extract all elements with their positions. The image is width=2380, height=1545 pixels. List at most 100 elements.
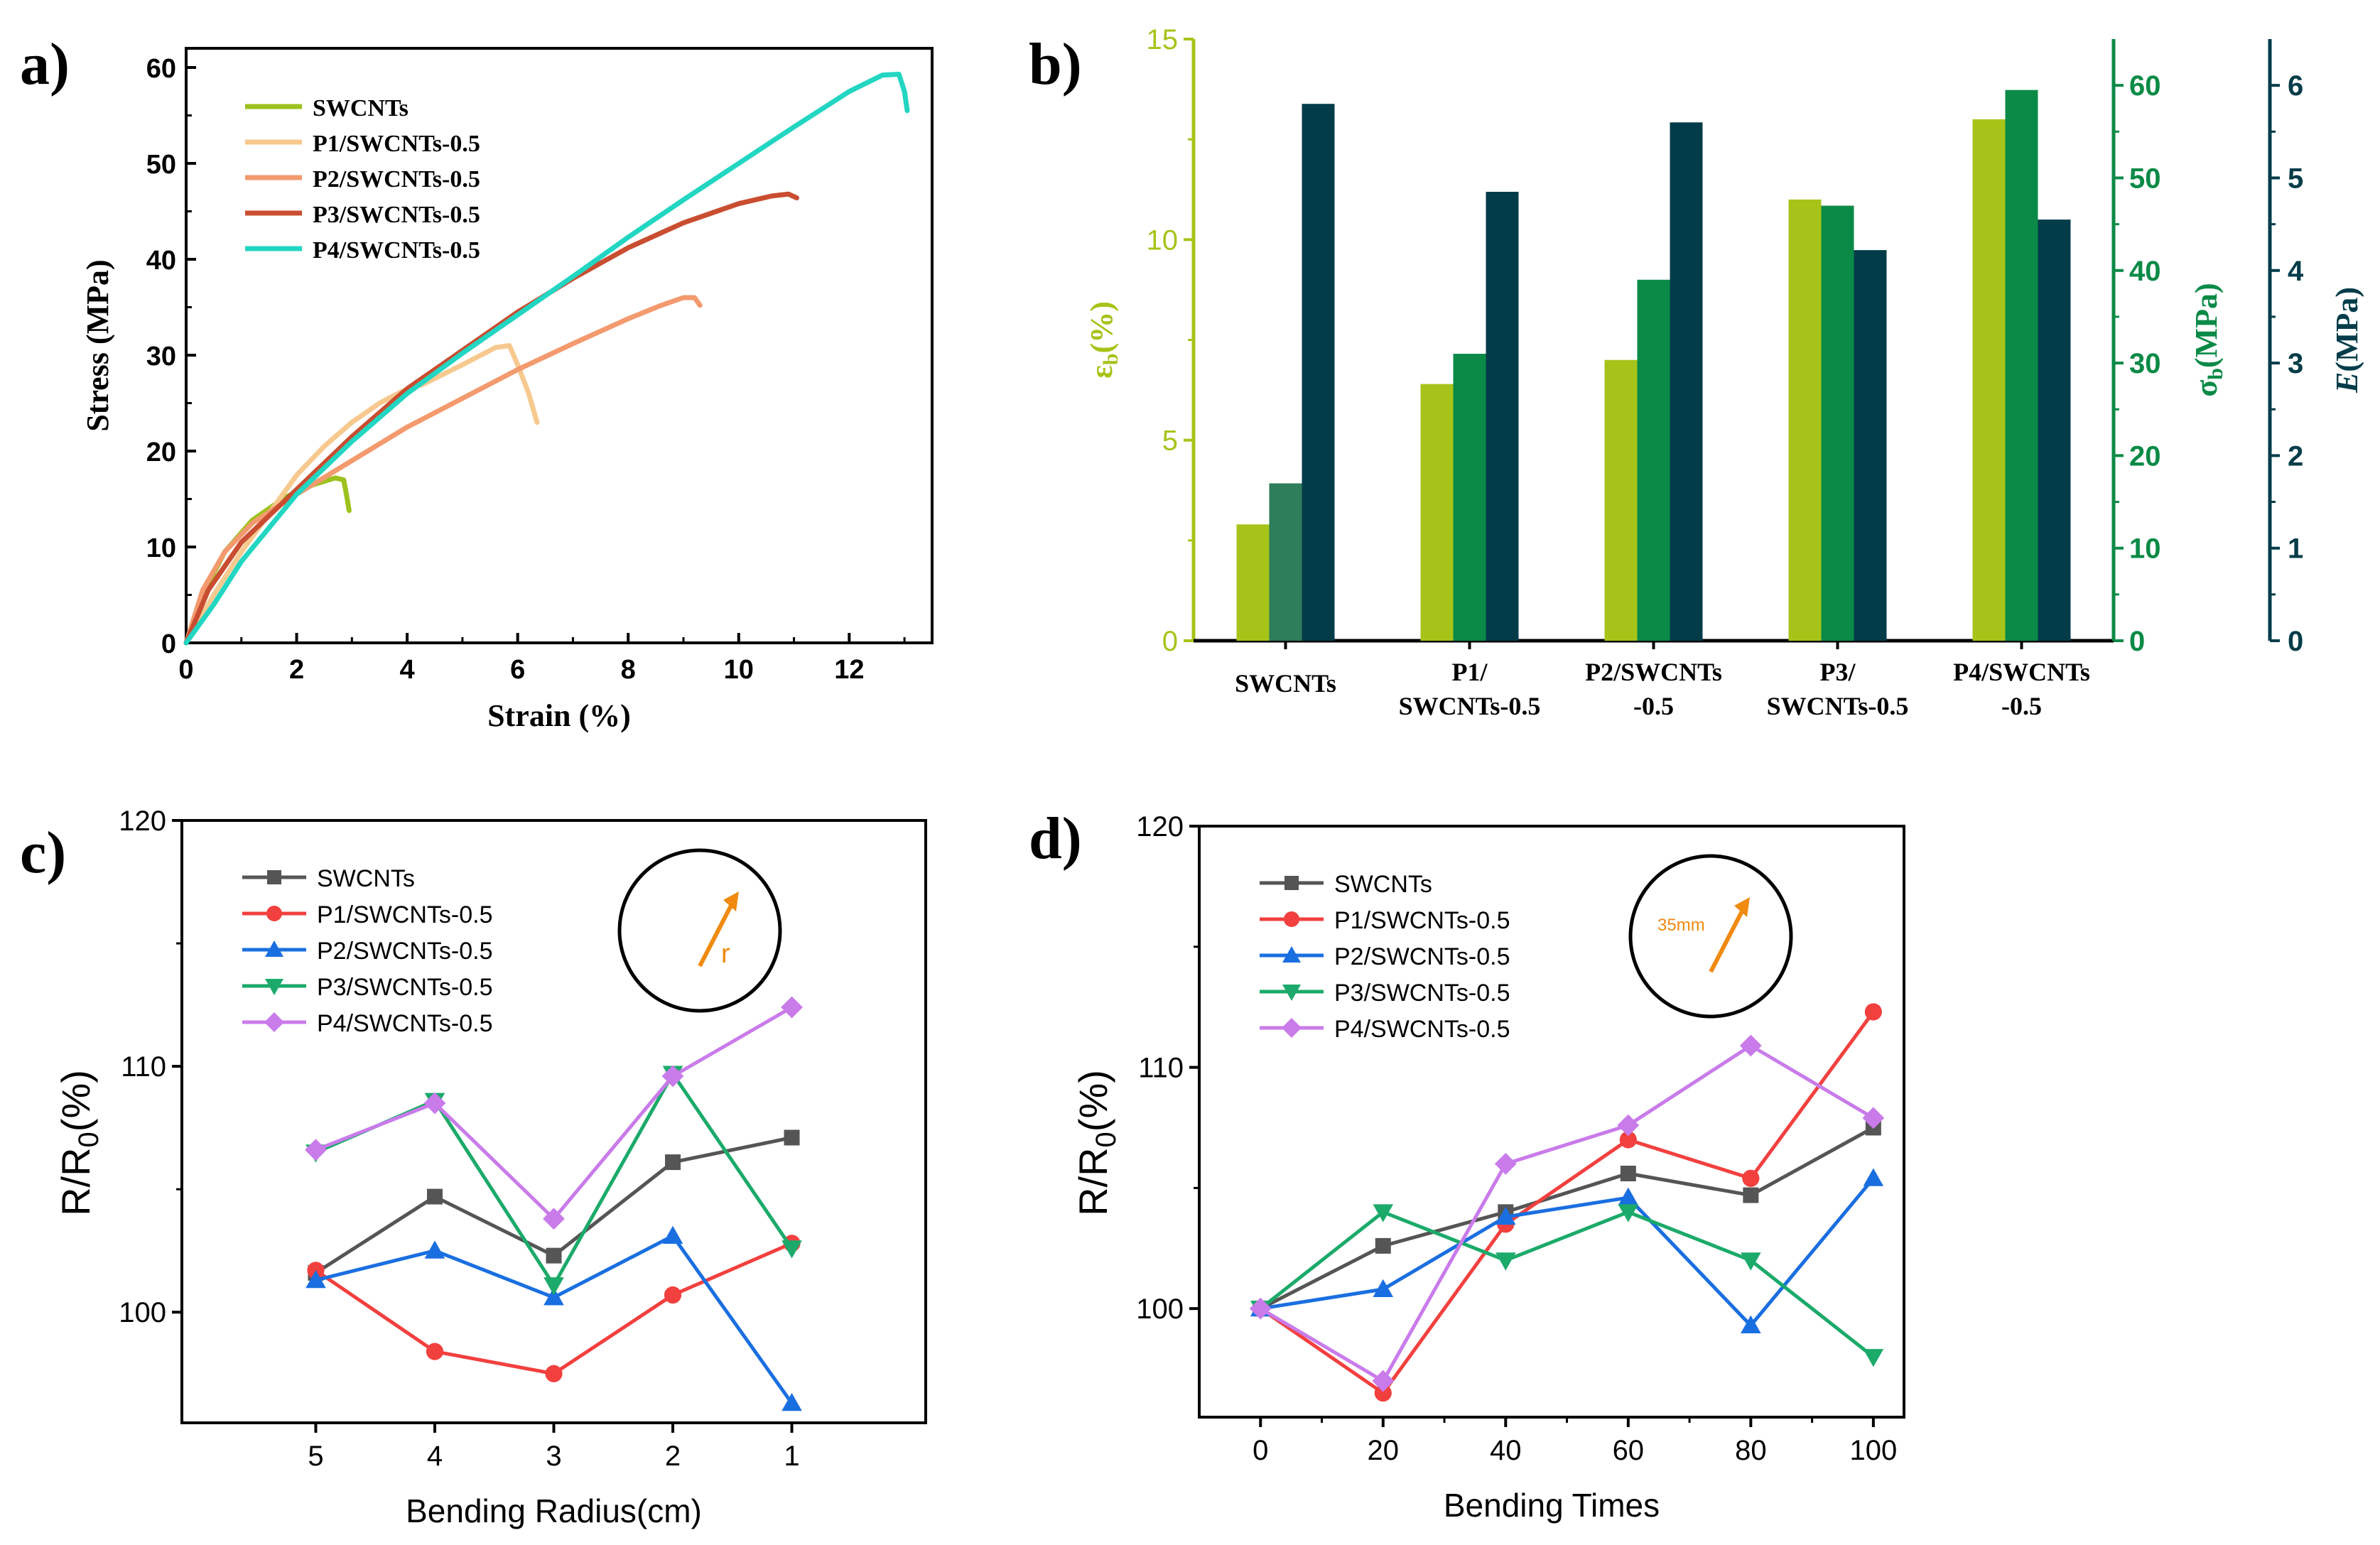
inset-arrowhead bbox=[723, 891, 739, 911]
data-point bbox=[1862, 1107, 1885, 1129]
data-point bbox=[1741, 1315, 1761, 1333]
data-point bbox=[1373, 1204, 1394, 1223]
category-label: P3/ bbox=[1820, 658, 1856, 686]
y-axis-label: R/R0(%) bbox=[1071, 1070, 1122, 1216]
data-point bbox=[543, 1287, 564, 1306]
data-point bbox=[1495, 1252, 1516, 1271]
y-tick-label: 120 bbox=[119, 806, 166, 837]
outer-tick-label: 0 bbox=[2288, 626, 2303, 657]
y-tick-label: 50 bbox=[146, 150, 176, 180]
x-tick-label: 2 bbox=[289, 655, 304, 685]
data-point bbox=[305, 1139, 327, 1161]
bar-strength bbox=[1637, 279, 1670, 641]
right-tick-label: 20 bbox=[2129, 440, 2161, 472]
legend-entry: SWCNTs bbox=[317, 865, 415, 892]
data-point bbox=[545, 1365, 563, 1382]
series-line bbox=[1260, 1043, 1875, 1383]
inset-radius-arrow bbox=[1709, 906, 1746, 973]
category-label: -0.5 bbox=[1633, 692, 1674, 720]
right-tick-label: 0 bbox=[2129, 626, 2145, 657]
data-point bbox=[1863, 1168, 1884, 1186]
data-point bbox=[661, 1065, 684, 1088]
x-tick-label: 6 bbox=[510, 655, 525, 685]
legend-marker bbox=[266, 906, 282, 921]
bar-modulus bbox=[1486, 192, 1519, 641]
legend-entry: P4/SWCNTs-0.5 bbox=[1334, 1016, 1510, 1043]
x-axis-label: Strain (%) bbox=[487, 698, 631, 733]
category-label: -0.5 bbox=[2001, 692, 2042, 720]
legend-entry: P1/SWCNTs-0.5 bbox=[313, 131, 480, 157]
data-point bbox=[546, 1247, 562, 1264]
legend-entry: P3/SWCNTs-0.5 bbox=[1334, 980, 1510, 1007]
plot-frame bbox=[1198, 825, 1905, 1419]
inset-circle bbox=[1628, 854, 1793, 1019]
bar-strength bbox=[1453, 354, 1486, 641]
bar-modulus bbox=[1670, 122, 1703, 641]
inset-arrowhead bbox=[1734, 897, 1750, 917]
data-point bbox=[1741, 1252, 1761, 1271]
left-tick-label: 0 bbox=[1162, 626, 1178, 657]
bar-modulus bbox=[2038, 219, 2071, 641]
data-point bbox=[543, 1208, 565, 1230]
data-point bbox=[1373, 1279, 1394, 1298]
bar-modulus bbox=[1854, 250, 1887, 641]
data-point bbox=[1375, 1237, 1391, 1254]
data-point bbox=[1617, 1114, 1640, 1137]
y-tick-label: 100 bbox=[1136, 1294, 1184, 1325]
panel-label: d) bbox=[1029, 806, 1082, 872]
y-tick-label: 30 bbox=[146, 342, 176, 372]
series-line bbox=[183, 475, 352, 646]
series-line bbox=[183, 72, 910, 646]
y-axis-label: R/R0(%) bbox=[53, 1070, 104, 1216]
x-axis-label: Bending Radius(cm) bbox=[406, 1492, 702, 1529]
outer-tick-label: 6 bbox=[2288, 70, 2303, 102]
y-tick-label: 20 bbox=[146, 438, 176, 467]
series-line bbox=[1260, 1177, 1875, 1328]
y-tick-label: 0 bbox=[161, 629, 176, 659]
right-tick-label: 30 bbox=[2129, 348, 2161, 379]
data-point bbox=[426, 1343, 444, 1360]
series-line bbox=[1259, 1210, 1875, 1359]
data-point bbox=[781, 1240, 802, 1259]
x-tick-label: 0 bbox=[178, 655, 193, 685]
x-tick-label: 12 bbox=[834, 655, 864, 685]
data-point bbox=[781, 996, 803, 1019]
x-tick-label: 0 bbox=[1253, 1435, 1268, 1466]
x-axis-label: Bending Times bbox=[1444, 1487, 1660, 1524]
category-label: SWCNTs-0.5 bbox=[1767, 692, 1909, 720]
category-label: P4/SWCNTs bbox=[1953, 658, 2090, 686]
panel-b-bar-chart: b) 0 5 10 15 0 10 20 30 40 50 60 0 1 2 3 4 5 6 εb(%) σb(MPa)… bbox=[1029, 24, 2364, 720]
legend-entry: SWCNTs bbox=[313, 95, 409, 121]
legend-marker bbox=[1284, 911, 1299, 927]
legend-entry: P4/SWCNTs-0.5 bbox=[317, 1010, 493, 1037]
plot-frame bbox=[185, 47, 934, 644]
outer-tick-label: 2 bbox=[2288, 440, 2303, 472]
y-tick-label: 110 bbox=[121, 1051, 166, 1083]
x-tick-label: 40 bbox=[1490, 1435, 1522, 1466]
inset-circle bbox=[617, 848, 782, 1013]
data-point bbox=[1618, 1187, 1639, 1205]
data-point bbox=[543, 1277, 564, 1296]
outer-tick-label: 5 bbox=[2288, 163, 2303, 194]
y-tick-label: 60 bbox=[146, 54, 176, 84]
data-point bbox=[665, 1154, 681, 1171]
data-point bbox=[1249, 1297, 1272, 1320]
data-point bbox=[1864, 1003, 1882, 1021]
bar-strength bbox=[1269, 483, 1302, 641]
data-point bbox=[662, 1225, 683, 1244]
outer-axis-label: E(MPa) bbox=[2330, 287, 2364, 394]
bar-elongation bbox=[1788, 199, 1822, 641]
panel-d-bending-times: d) 100 110 120 0 20 40 60 80 100 Bending Times R/R0… bbox=[1029, 806, 1905, 1524]
x-tick-label: 2 bbox=[665, 1441, 681, 1472]
series-line bbox=[183, 295, 703, 646]
category-label: SWCNTs bbox=[1235, 669, 1336, 698]
x-tick-label: 3 bbox=[546, 1441, 561, 1472]
data-point bbox=[1374, 1384, 1392, 1402]
bar-elongation bbox=[1972, 119, 2006, 641]
series-line bbox=[315, 1005, 793, 1221]
outer-tick-label: 3 bbox=[2288, 348, 2303, 379]
legend-marker bbox=[1282, 946, 1301, 963]
right-tick-label: 50 bbox=[2129, 163, 2161, 194]
data-point bbox=[1619, 1131, 1637, 1149]
